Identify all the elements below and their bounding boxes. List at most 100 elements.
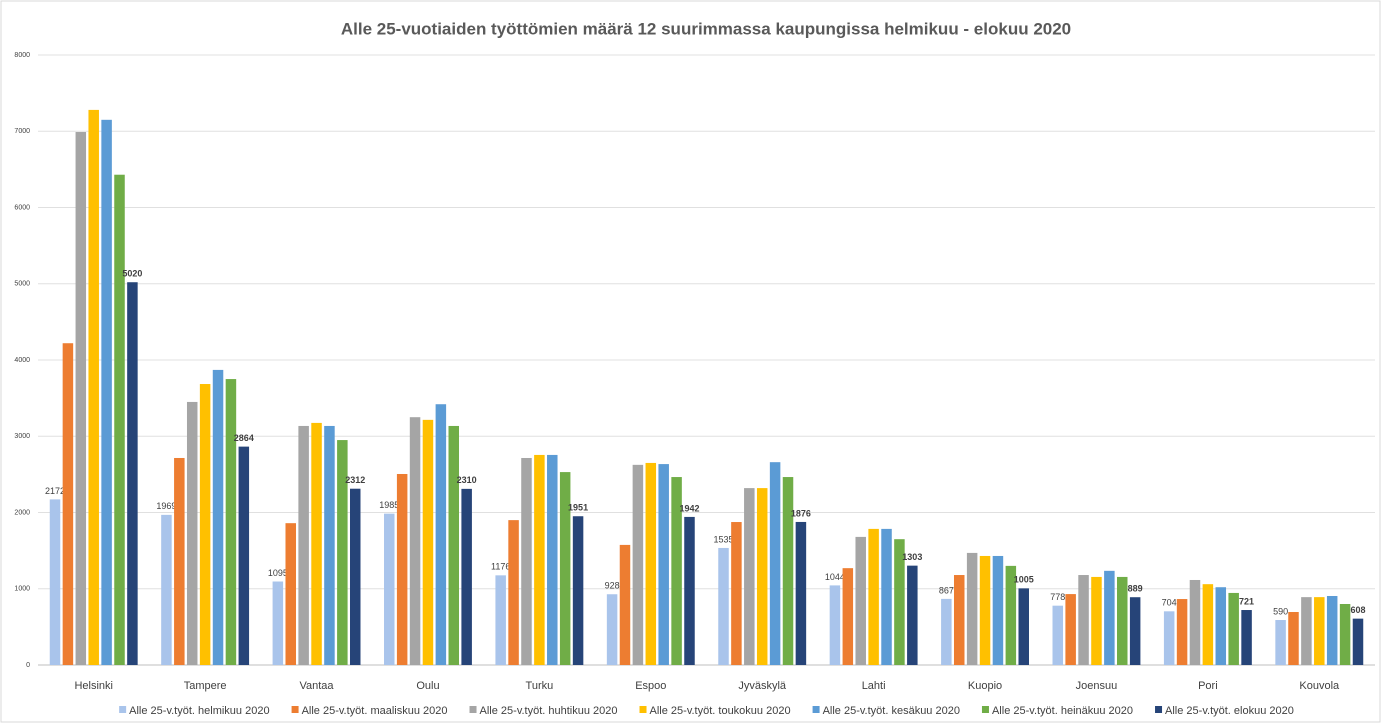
x-tick-label: Kuopio [968, 680, 1002, 692]
bar [324, 425, 335, 665]
data-label: 1303 [902, 552, 922, 562]
bar [88, 109, 99, 665]
bar [572, 516, 584, 665]
data-label: 2172 [45, 486, 65, 496]
data-label: 928 [605, 581, 620, 591]
bar [731, 522, 742, 665]
y-tick-label: 3000 [14, 433, 30, 440]
bar [1275, 620, 1286, 665]
y-tick-label: 1000 [14, 586, 30, 593]
bar [1052, 605, 1064, 665]
bar [212, 369, 224, 665]
data-label: 2310 [457, 475, 477, 485]
bar [349, 488, 361, 665]
legend-swatch [469, 706, 477, 713]
bar [1288, 612, 1299, 665]
bar [756, 488, 768, 665]
bar [161, 514, 172, 665]
bar [101, 119, 112, 665]
data-label: 721 [1239, 596, 1254, 606]
bar [49, 499, 61, 665]
bar [422, 419, 434, 665]
legend-swatch [812, 706, 820, 713]
bar [75, 132, 87, 665]
data-label: 1005 [1014, 575, 1034, 585]
x-tick-label: Helsinki [74, 680, 113, 692]
bar [199, 384, 211, 665]
bar [272, 581, 284, 665]
legend-swatch [291, 706, 299, 713]
bar [1215, 587, 1227, 665]
legend-label: Alle 25-v.työt. maaliskuu 2020 [302, 705, 448, 717]
bar [186, 401, 198, 665]
bar [461, 488, 472, 665]
y-tick-label: 8000 [14, 52, 30, 59]
legend-swatch [639, 706, 647, 713]
bar [619, 544, 631, 665]
legend-swatch [981, 706, 989, 713]
x-tick-label: Vantaa [300, 680, 335, 692]
bar [127, 282, 138, 665]
data-label: 867 [939, 585, 954, 595]
bar [238, 446, 250, 665]
y-tick-label: 6000 [14, 204, 30, 211]
data-label: 2864 [234, 433, 254, 443]
chart-title: Alle 25-vuotiaiden työttömien määrä 12 s… [341, 19, 1071, 38]
bar [1189, 579, 1201, 665]
bar [508, 520, 519, 665]
data-label: 1095 [268, 568, 288, 578]
y-tick-label: 5000 [14, 281, 30, 288]
bar [495, 575, 506, 665]
bar [62, 343, 74, 665]
bar [979, 555, 991, 665]
bar [941, 598, 952, 665]
bar [658, 464, 669, 665]
legend-label: Alle 25-v.työt. toukokuu 2020 [650, 705, 791, 717]
bar [953, 575, 965, 665]
bar [992, 555, 1004, 665]
bar [1163, 611, 1175, 665]
data-label: 889 [1128, 584, 1143, 594]
legend-label: Alle 25-v.työt. huhtikuu 2020 [480, 705, 618, 717]
y-tick-label: 2000 [14, 509, 30, 516]
data-label: 2312 [345, 475, 365, 485]
x-tick-label: Espoo [635, 680, 666, 692]
legend-label: Alle 25-v.työt. kesäkuu 2020 [823, 705, 960, 717]
data-label: 1535 [713, 534, 733, 544]
bar [1018, 588, 1029, 665]
legend-label: Alle 25-v.työt. helmikuu 2020 [129, 705, 269, 717]
bar [384, 513, 395, 665]
bar [1326, 595, 1338, 665]
bar [1176, 599, 1188, 665]
x-tick-label: Jyväskylä [738, 680, 787, 692]
bar [1352, 618, 1364, 665]
bar [684, 516, 695, 665]
bar [225, 379, 237, 665]
bar [1228, 592, 1239, 665]
bar [521, 457, 532, 665]
y-tick-label: 4000 [14, 357, 30, 364]
bar [606, 594, 618, 665]
data-label: 778 [1050, 592, 1065, 602]
x-tick-label: Lahti [862, 680, 886, 692]
bar [435, 404, 447, 665]
bar [907, 565, 918, 665]
bar [285, 523, 296, 665]
bar [396, 473, 408, 665]
x-tick-label: Turku [526, 680, 554, 692]
legend-swatch [119, 706, 127, 713]
legend-swatch [1155, 706, 1163, 713]
bar [782, 477, 794, 665]
bar [547, 454, 558, 665]
bar [842, 568, 854, 665]
bar [174, 457, 185, 665]
bar [671, 477, 682, 665]
bar [1241, 610, 1252, 665]
data-label: 1985 [379, 500, 399, 510]
bar [1065, 594, 1076, 665]
bar [409, 417, 421, 665]
bar [881, 528, 892, 665]
bar [311, 422, 322, 665]
x-tick-label: Oulu [416, 680, 439, 692]
